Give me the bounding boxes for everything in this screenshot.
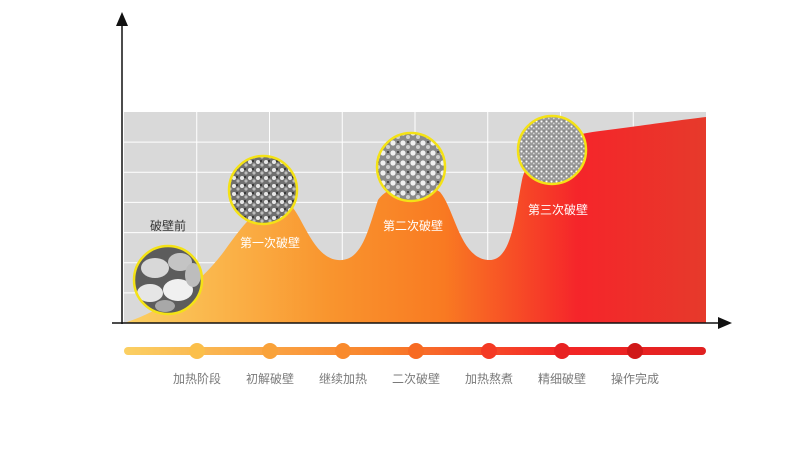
stage-label: 初解破壁	[246, 371, 294, 386]
stage-label: 精细破壁	[538, 371, 586, 386]
stage-dot	[335, 343, 351, 359]
micrograph-third-break	[516, 114, 588, 186]
stage-dot	[408, 343, 424, 359]
stage-label: 继续加热	[319, 372, 367, 386]
annotation-before: 破壁前	[150, 218, 186, 233]
micrograph-first-break	[227, 154, 299, 226]
annotation-second-break: 第二次破壁	[383, 218, 443, 233]
stage-dot	[189, 343, 205, 359]
stage-labels: 加热阶段 初解破壁 继续加热 二次破壁 加热熬煮 精细破壁 操作完成	[173, 371, 659, 386]
x-axis-arrow	[718, 317, 732, 329]
y-axis-arrow	[116, 12, 128, 26]
stage-label: 加热熬煮	[465, 371, 513, 386]
stage-dots	[189, 343, 643, 359]
stage-dot	[262, 343, 278, 359]
annotation-first-break: 第一次破壁	[240, 235, 300, 250]
micrograph-before	[132, 244, 204, 316]
stage-label: 加热阶段	[173, 371, 221, 386]
chart-axes	[112, 12, 732, 329]
stage-label: 二次破壁	[392, 371, 440, 386]
stage-dot	[627, 343, 643, 359]
stage-label: 操作完成	[611, 371, 659, 386]
stage-dot	[554, 343, 570, 359]
annotation-third-break: 第三次破壁	[528, 202, 588, 217]
micrograph-second-break	[375, 131, 447, 203]
stage-dot	[481, 343, 497, 359]
